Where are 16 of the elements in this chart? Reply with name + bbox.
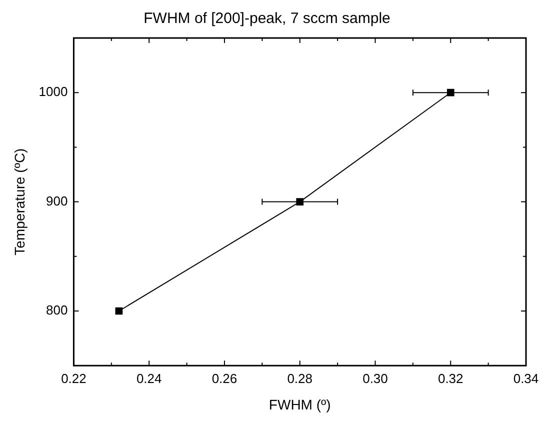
point xyxy=(115,307,123,315)
chart-title: FWHM of [200]-peak, 7 sccm sample xyxy=(144,10,390,28)
x-tick-label: 0.22 xyxy=(61,370,86,386)
x-tick-label: 0.32 xyxy=(438,370,464,386)
y-tick-label: 900 xyxy=(46,193,68,208)
text: 0.30 xyxy=(362,370,388,386)
y-tick-label: 800 xyxy=(46,302,68,318)
x-tick-label: 0.26 xyxy=(212,370,238,386)
y-tick-label: 1000 xyxy=(38,84,68,100)
x-tick-label: 0.34 xyxy=(513,370,539,386)
x-axis-title: FWHM (º) xyxy=(268,396,331,412)
y-axis-title: Temperature (ºC) xyxy=(11,148,28,256)
x-tick-label: 0.28 xyxy=(287,370,313,386)
point xyxy=(296,198,304,206)
point xyxy=(446,88,454,96)
x-tick-label: 0.24 xyxy=(136,370,162,386)
